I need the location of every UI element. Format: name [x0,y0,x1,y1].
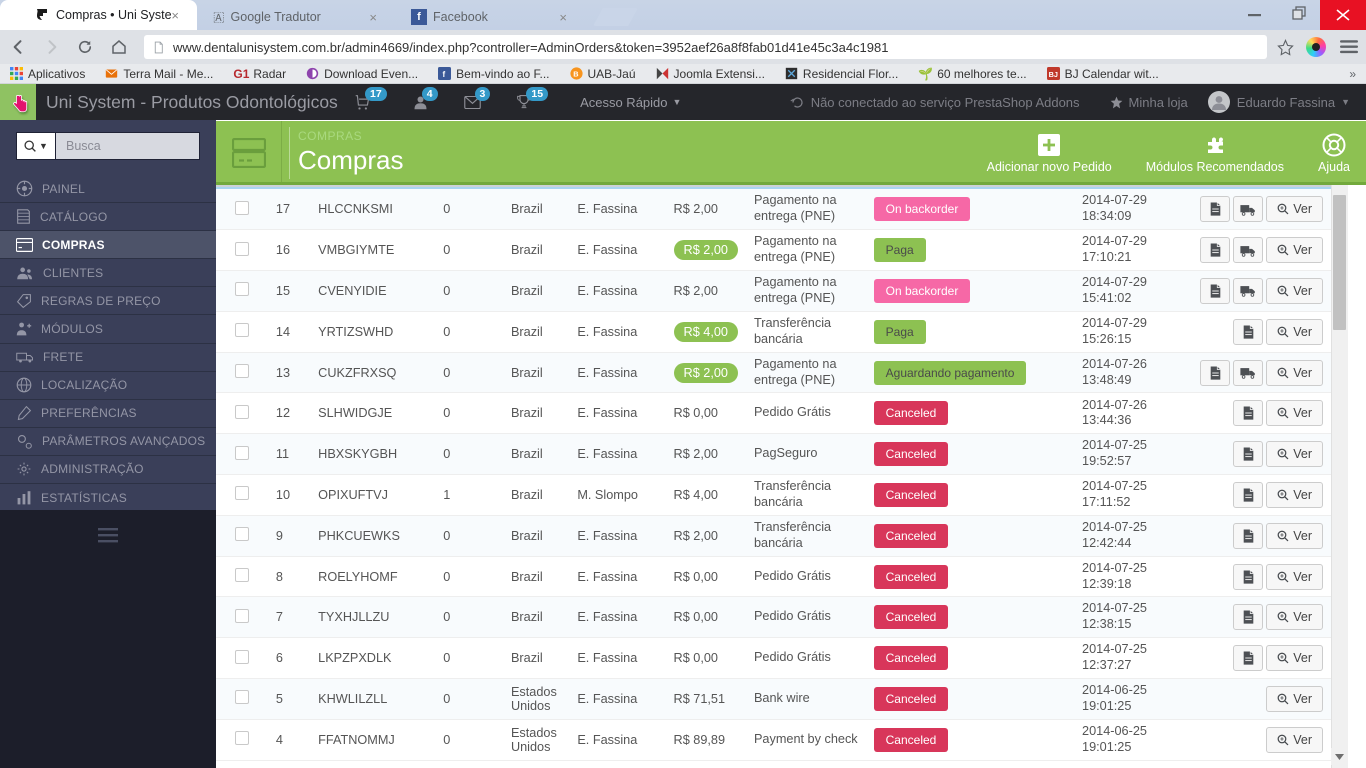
svg-text:B: B [573,69,578,78]
svg-text:f: f [443,70,446,79]
svg-text:BJ: BJ [1048,70,1057,79]
